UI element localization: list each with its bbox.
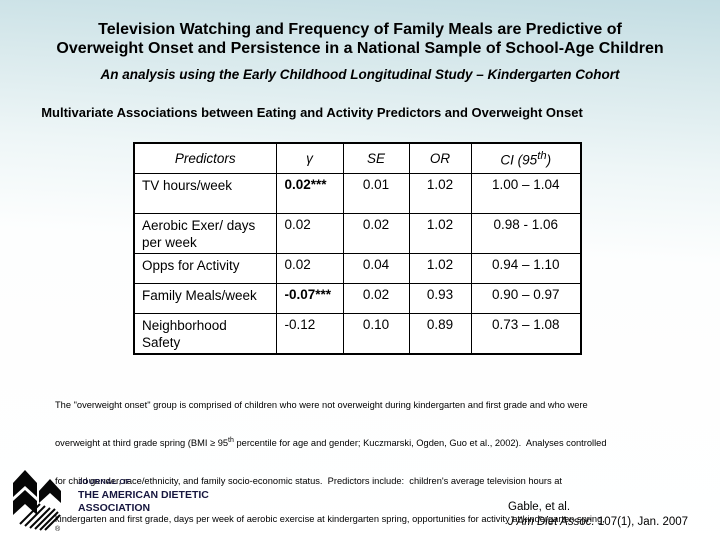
citation-source: J Am Diet Assoc. 107(1), Jan. 2007: [508, 515, 688, 530]
cell-predictor: Neighborhood Safety: [133, 312, 277, 355]
cell-ci: 1.00 – 1.04: [470, 172, 582, 214]
slide-title-line1: Television Watching and Frequency of Fam…: [98, 21, 622, 38]
slide-title-line2: Overweight Onset and Persistence in a Na…: [56, 40, 664, 57]
cell-gamma: -0.12: [275, 312, 344, 355]
table-row: Neighborhood Safety -0.12 0.10 0.89 0.73…: [133, 312, 582, 355]
header-gamma: γ: [275, 142, 344, 174]
cell-se: 0.02: [342, 282, 410, 314]
citation-journal: J Am Diet Assoc.: [508, 516, 595, 528]
table-row: Aerobic Exer/ days per week 0.02 0.02 1.…: [133, 212, 582, 254]
cell-or: 1.02: [408, 172, 472, 214]
cell-gamma: 0.02: [275, 252, 344, 284]
table-row: Opps for Activity 0.02 0.04 1.02 0.94 – …: [133, 252, 582, 284]
header-ci: CI (95th): [470, 142, 582, 174]
table-row: TV hours/week 0.02*** 0.01 1.02 1.00 – 1…: [133, 172, 582, 214]
logo-line3: ASSOCIATION: [78, 502, 151, 514]
cell-predictor: TV hours/week: [133, 172, 277, 214]
table-heading: Multivariate Associations between Eating…: [41, 105, 583, 120]
slide-subtitle: An analysis using the Early Childhood Lo…: [100, 67, 620, 82]
slide-title: Television Watching and Frequency of Fam…: [30, 20, 690, 58]
header-predictors: Predictors: [133, 142, 277, 174]
citation: Gable, et al. J Am Diet Assoc. 107(1), J…: [508, 500, 688, 530]
ada-emblem-icon: ®: [12, 466, 64, 537]
footnote: The "overweight onset" group is comprise…: [55, 374, 607, 540]
cell-gamma: -0.07***: [275, 282, 344, 314]
table-row: Family Meals/week -0.07*** 0.02 0.93 0.9…: [133, 282, 582, 314]
cell-or: 1.02: [408, 252, 472, 284]
cell-predictor: Aerobic Exer/ days per week: [133, 212, 277, 254]
journal-logo: ® JOURNAL OF THE AMERICAN DIETETIC ASSOC…: [12, 466, 209, 537]
cell-predictor: Family Meals/week: [133, 282, 277, 314]
cell-ci: 0.94 – 1.10: [470, 252, 582, 284]
cell-se: 0.01: [342, 172, 410, 214]
cell-se: 0.04: [342, 252, 410, 284]
table-header-row: Predictors γ SE OR CI (95th): [133, 142, 582, 174]
cell-gamma: 0.02***: [275, 172, 344, 214]
logo-line2: THE AMERICAN DIETETIC: [78, 489, 209, 501]
cell-ci: 0.73 – 1.08: [470, 312, 582, 355]
cell-ci: 0.90 – 0.97: [470, 282, 582, 314]
cell-se: 0.02: [342, 212, 410, 254]
footnote-line: overweight at third grade spring (BMI ≥ …: [55, 436, 607, 448]
footnote-line: kindergarten and first grade, days per w…: [55, 513, 605, 524]
cell-gamma: 0.02: [275, 212, 344, 254]
cell-se: 0.10: [342, 312, 410, 355]
results-table: Predictors γ SE OR CI (95th) TV hours/we…: [133, 142, 582, 355]
logo-line1: JOURNAL OF: [78, 477, 131, 486]
citation-authors: Gable, et al.: [508, 501, 571, 513]
journal-logo-text: JOURNAL OF THE AMERICAN DIETETIC ASSOCIA…: [78, 477, 209, 537]
registered-mark: ®: [55, 525, 61, 532]
footnote-line: for child gender, race/ethnicity, and fa…: [55, 475, 562, 486]
cell-or: 0.93: [408, 282, 472, 314]
cell-or: 0.89: [408, 312, 472, 355]
cell-predictor: Opps for Activity: [133, 252, 277, 284]
header-se: SE: [342, 142, 410, 174]
citation-details: 107(1), Jan. 2007: [594, 516, 689, 528]
header-or: OR: [408, 142, 472, 174]
footnote-line: The "overweight onset" group is comprise…: [55, 400, 588, 411]
cell-ci: 0.98 - 1.06: [470, 212, 582, 254]
cell-or: 1.02: [408, 212, 472, 254]
